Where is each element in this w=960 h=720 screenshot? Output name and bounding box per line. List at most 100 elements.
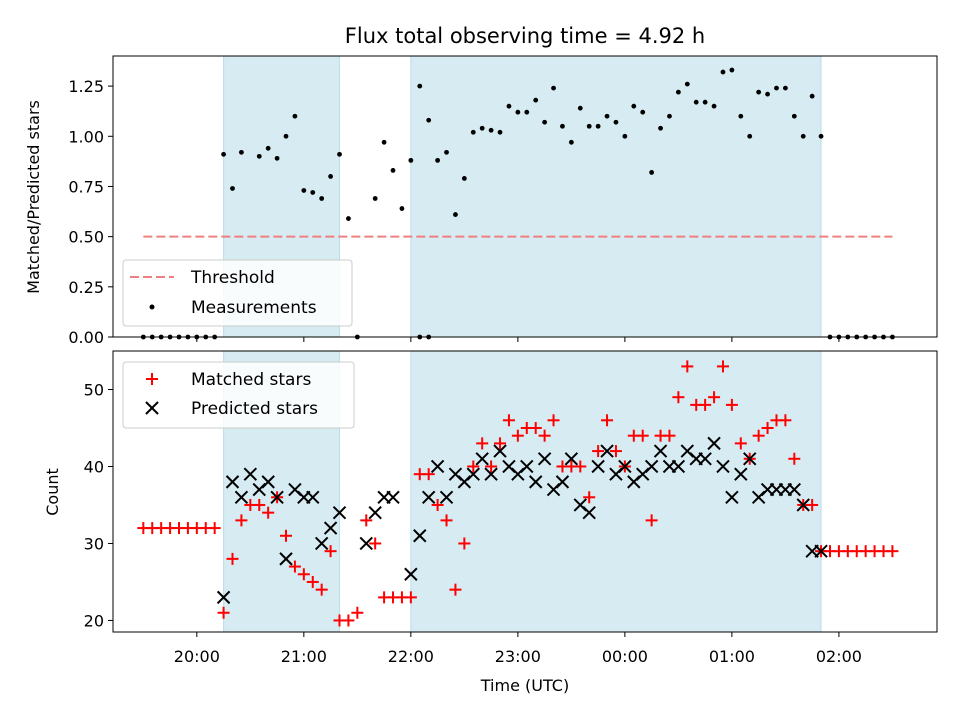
chart-title: Flux total observing time = 4.92 h xyxy=(345,24,705,48)
matched-star-point xyxy=(752,429,765,442)
matched-star-point xyxy=(360,514,373,527)
predicted-star-point xyxy=(725,490,739,504)
measurement-point xyxy=(667,113,672,119)
top-y-tick-label: 0.50 xyxy=(68,228,104,247)
x-tick-label: 02:00 xyxy=(816,647,862,666)
predicted-star-point xyxy=(537,452,552,466)
predicted-star-point xyxy=(653,444,668,458)
matched-star-point xyxy=(734,437,747,450)
measurement-point xyxy=(747,133,753,139)
matched-star-point xyxy=(485,460,498,473)
matched-star-point xyxy=(253,498,266,511)
bottom-y-tick-label: 30 xyxy=(84,534,104,553)
measurement-point xyxy=(256,153,262,159)
predicted-star-point xyxy=(279,552,293,566)
matched-star-point xyxy=(494,437,507,450)
x-tick-label: 01:00 xyxy=(709,647,755,666)
predicted-star-point xyxy=(716,459,730,474)
matched-star-point xyxy=(761,421,774,434)
top-y-tick-label: 0.25 xyxy=(68,278,104,297)
predicted-star-point xyxy=(698,452,712,466)
predicted-star-point xyxy=(466,467,480,481)
measurement-point xyxy=(346,216,351,221)
matched-star-point xyxy=(324,545,337,558)
measurement-point xyxy=(310,190,316,195)
top-y-tick-label: 1.00 xyxy=(68,127,104,146)
measurement-point xyxy=(444,149,449,155)
measurement-point xyxy=(595,123,601,129)
predicted-star-point xyxy=(323,521,338,535)
legend-matched-label: Matched stars xyxy=(191,370,311,390)
matched-star-point xyxy=(708,391,721,404)
matched-star-point xyxy=(431,498,444,511)
measurement-point xyxy=(230,186,235,191)
matched-star-point xyxy=(476,437,489,450)
predicted-star-point xyxy=(734,467,748,481)
predicted-star-point xyxy=(564,452,579,466)
predicted-star-point xyxy=(421,490,436,504)
matched-star-point xyxy=(725,398,738,411)
measurement-point xyxy=(675,89,681,95)
matched-star-point xyxy=(645,514,658,527)
matched-star-point xyxy=(315,583,328,596)
matched-star-point xyxy=(601,414,614,427)
measurement-point xyxy=(408,157,414,163)
top-axes-frame xyxy=(112,55,938,338)
predicted-star-point xyxy=(225,475,240,489)
measurement-point xyxy=(515,109,521,115)
predicted-star-point xyxy=(671,459,686,474)
measurement-point xyxy=(542,119,548,125)
measurement-point xyxy=(265,145,271,151)
measurement-point xyxy=(756,89,762,95)
matched-star-point xyxy=(297,568,310,581)
matched-star-point xyxy=(369,537,382,550)
predicted-star-point xyxy=(591,459,605,474)
predicted-star-point xyxy=(796,498,810,512)
top-y-tick-label: 0.00 xyxy=(68,328,104,347)
matched-star-point xyxy=(226,552,239,565)
measurement-point xyxy=(533,97,539,103)
measurement-point xyxy=(791,113,797,119)
legend-predicted-swatch xyxy=(145,401,159,415)
measurement-point xyxy=(292,113,298,119)
matched-star-point xyxy=(779,414,792,427)
predicted-star-point xyxy=(270,490,284,504)
bottom-y-axis-label: Count xyxy=(43,468,62,516)
measurement-point xyxy=(631,103,637,109)
predicted-star-point xyxy=(216,590,231,605)
measurement-point xyxy=(774,85,779,91)
legend-matched-swatch xyxy=(146,373,158,385)
predicted-star-point xyxy=(386,490,400,504)
measurement-point xyxy=(497,129,503,135)
measurement-point xyxy=(729,67,735,73)
measurement-point xyxy=(765,91,770,97)
legend-threshold-label: Threshold xyxy=(190,268,275,288)
predicted-star-point xyxy=(582,505,596,520)
measurement-point xyxy=(328,174,333,179)
x-axis-label: Time (UTC) xyxy=(480,676,569,695)
top-y-axis-label: Matched/Predicted stars xyxy=(24,100,43,294)
predicted-star-point xyxy=(413,529,427,543)
matched-star-point xyxy=(672,391,685,404)
predicted-star-point xyxy=(314,536,329,551)
predicted-star-point xyxy=(520,459,534,474)
measurement-point xyxy=(479,125,485,131)
top-panel: 0.00 0.25 0.50 0.75 1.00 1.25 Flux total obse… xyxy=(24,24,938,347)
measurement-point xyxy=(738,113,744,119)
matched-star-point xyxy=(583,491,596,504)
measurement-point xyxy=(301,188,307,193)
measurement-point xyxy=(818,133,824,139)
matched-star-point xyxy=(699,398,712,411)
matched-star-point xyxy=(208,522,221,535)
matched-star-point xyxy=(547,414,560,427)
measurement-point xyxy=(506,103,512,109)
measurement-point xyxy=(390,168,396,173)
matched-star-point xyxy=(886,545,899,558)
matched-star-point xyxy=(636,429,649,442)
matched-star-point xyxy=(467,460,480,473)
predicted-star-point xyxy=(528,475,543,489)
bottom-axes-frame xyxy=(112,350,938,633)
measurement-point xyxy=(613,119,619,125)
measurement-point xyxy=(711,103,717,109)
matched-star-point xyxy=(262,506,275,519)
